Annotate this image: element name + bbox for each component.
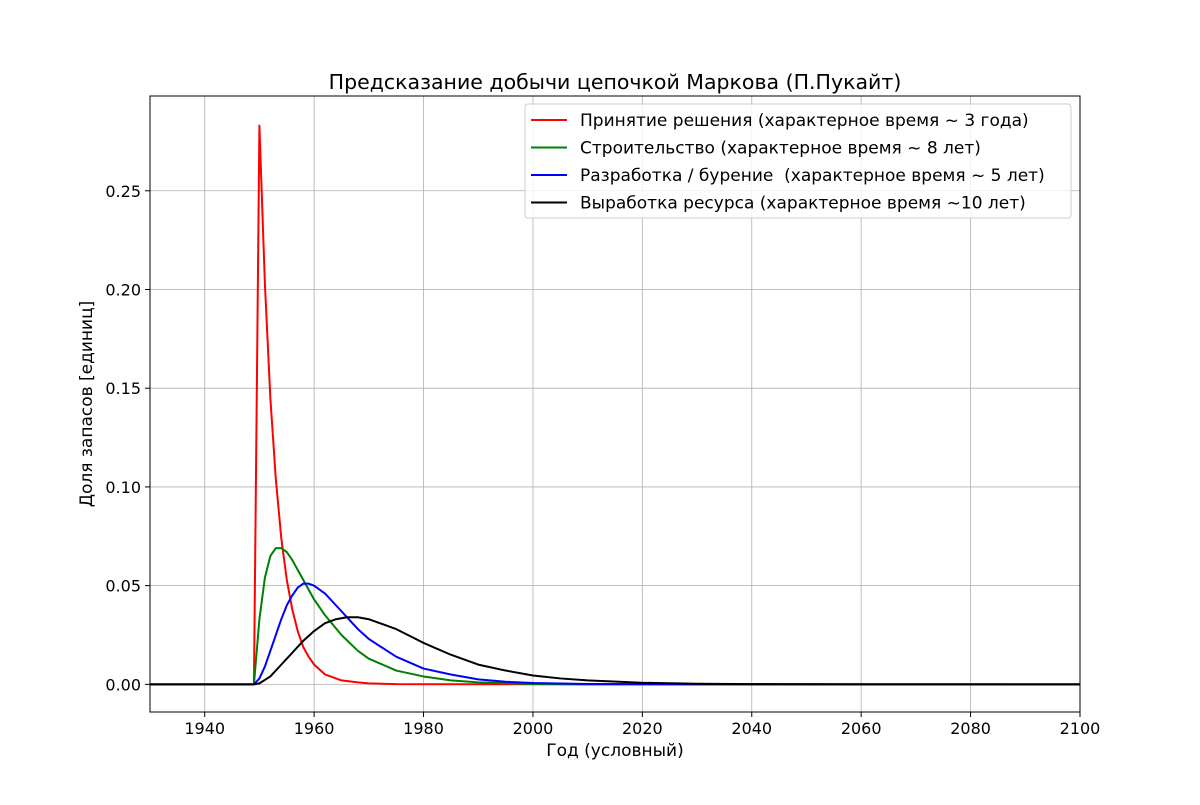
y-tick-label: 0.15 [105, 379, 141, 398]
y-tick-label: 0.00 [105, 675, 141, 694]
ticks: 1940 1960 1980 2000 2020 2040 2060 2080 2100 0.00… [105, 182, 1100, 738]
legend: Принятие решения (характерное время ~ 3 … [524, 103, 1072, 219]
x-tick-label: 2060 [841, 719, 882, 738]
chart-title: Предсказание добычи цепочкой Маркова (П.… [329, 70, 902, 94]
x-tick-label: 1980 [403, 719, 444, 738]
series-line-2 [150, 547, 1080, 686]
legend-box [524, 103, 1072, 219]
legend-label-2: Строительство (характерное время ~ 8 лет… [580, 139, 981, 159]
x-tick-label: 1960 [294, 719, 335, 738]
y-tick-label: 0.20 [105, 280, 141, 299]
x-tick-label: 2080 [950, 719, 991, 738]
x-axis-label: Год (условный) [546, 741, 683, 761]
y-tick-label: 0.05 [105, 577, 141, 596]
legend-label-1: Принятие решения (характерное время ~ 3 … [580, 111, 1029, 131]
legend-label-3: Разработка / бурение (характерное время … [580, 166, 1045, 186]
series-layer [150, 124, 1080, 686]
x-tick-label: 2000 [513, 719, 554, 738]
series-line-3 [150, 582, 1080, 686]
y-tick-label: 0.10 [105, 478, 141, 497]
legend-label-4: Выработка ресурса (характерное время ~10… [580, 194, 1026, 214]
x-tick-label: 1940 [184, 719, 225, 738]
series-line-1 [150, 124, 1080, 686]
axes-frame [149, 95, 1081, 713]
x-tick-label: 2020 [622, 719, 663, 738]
series-line-4 [150, 616, 1080, 686]
y-axis-label: Доля запасов [единиц] [77, 301, 97, 508]
y-tick-label: 0.25 [105, 182, 141, 201]
x-tick-label: 2040 [731, 719, 772, 738]
x-tick-label: 2100 [1060, 719, 1101, 738]
